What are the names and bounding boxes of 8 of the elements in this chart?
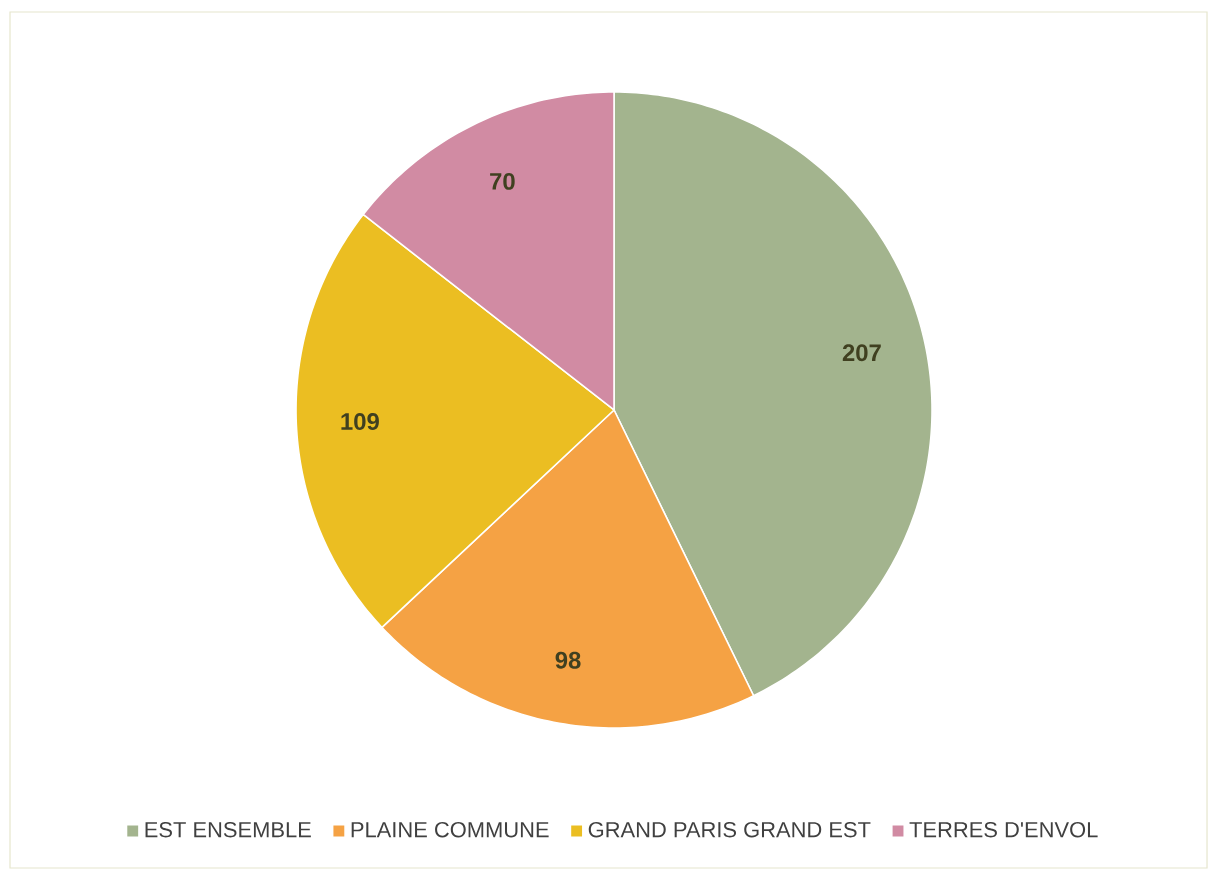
legend-label: GRAND PARIS GRAND EST	[588, 821, 871, 838]
data-label: 109	[341, 413, 379, 430]
legend-label: EST ENSEMBLE	[145, 821, 311, 838]
data-label: 207	[842, 344, 881, 362]
legend-label: PLAINE COMMUNE	[351, 821, 549, 838]
data-label: 70	[490, 172, 515, 190]
legend-label: TERRES D'ENVOL	[909, 821, 1098, 838]
data-label: 98	[555, 651, 581, 669]
